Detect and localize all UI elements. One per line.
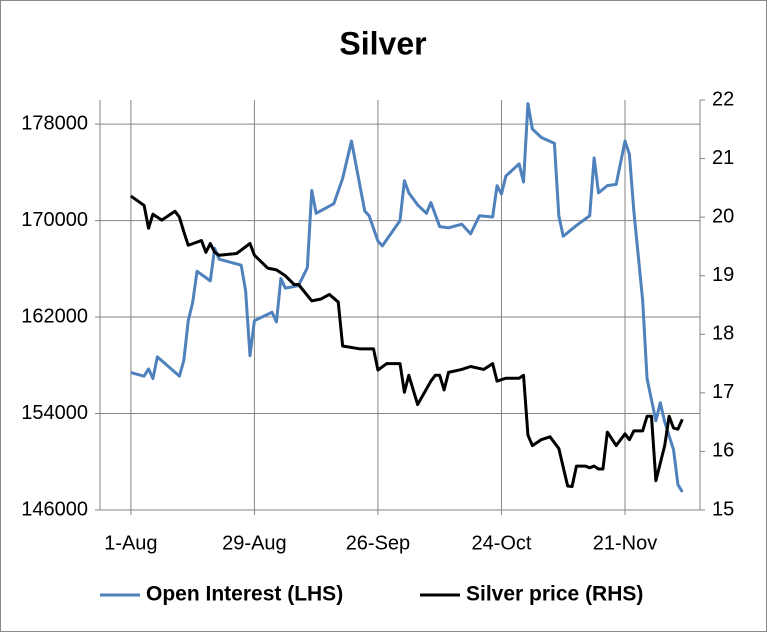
y2-tick-label: 16 [712, 440, 734, 462]
y2-tick-label: 22 [712, 88, 734, 110]
x-tick-label: 26-Sep [346, 532, 411, 554]
y-tick-label: 178000 [21, 112, 88, 134]
y-tick-label: 170000 [21, 209, 88, 231]
x-tick-label: 21-Nov [593, 532, 657, 554]
legend-label: Silver price (RHS) [466, 583, 643, 606]
y2-tick-label: 18 [712, 323, 734, 345]
y2-tick-label: 17 [712, 381, 734, 403]
y2-tick-label: 20 [712, 205, 734, 227]
y-tick-label: 146000 [21, 498, 88, 520]
series-line [130, 194, 684, 489]
y-tick-label: 154000 [21, 402, 88, 424]
y2-tick-label: 15 [712, 498, 734, 520]
chart-title: Silver [339, 25, 426, 61]
y2-tick-label: 21 [712, 147, 734, 169]
series-line [130, 102, 684, 493]
x-tick-label: 24-Oct [471, 532, 531, 554]
x-tick-label: 1-Aug [104, 532, 157, 554]
y2-tick-label: 19 [712, 264, 734, 286]
y-tick-label: 162000 [21, 305, 88, 327]
x-tick-label: 29-Aug [222, 532, 287, 554]
legend-label: Open Interest (LHS) [146, 583, 343, 606]
